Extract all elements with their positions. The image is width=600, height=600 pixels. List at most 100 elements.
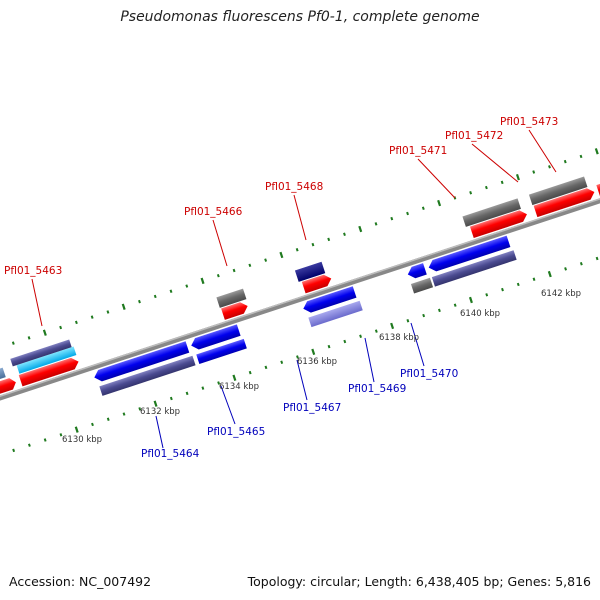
minor-tick [43, 438, 47, 442]
gene-label[interactable]: Pfl01_5468 [265, 181, 323, 193]
gene-box [462, 198, 521, 227]
minor-tick [579, 261, 583, 266]
gene-callout-line [471, 143, 519, 183]
cds-arrow [301, 274, 332, 294]
minor-tick [548, 165, 551, 169]
minor-tick [11, 341, 15, 345]
minor-tick [91, 422, 94, 427]
major-tick [279, 251, 284, 259]
gene-callout-line [212, 219, 228, 267]
major-tick [42, 329, 47, 336]
minor-tick [437, 308, 441, 313]
cds-arrow [94, 341, 190, 382]
gene-callout-line [155, 415, 164, 449]
minor-tick [564, 267, 567, 271]
major-tick [390, 322, 395, 330]
gene-callout-line [410, 322, 425, 367]
gene-label[interactable]: Pfl01_5470 [400, 368, 458, 380]
gene-box [294, 261, 326, 282]
gene-box [431, 250, 517, 287]
minor-tick [59, 433, 63, 437]
genome-backbone-highlight [0, 183, 600, 410]
gene-label[interactable]: Pfl01_5473 [500, 116, 558, 128]
minor-tick [138, 299, 141, 304]
gene-callout-line [220, 385, 236, 425]
cds-arrow [469, 210, 527, 239]
minor-tick [453, 303, 457, 307]
minor-tick [90, 315, 94, 319]
major-tick [594, 148, 599, 155]
cds-arrow [596, 181, 600, 197]
minor-tick [516, 282, 520, 287]
minor-tick [390, 216, 394, 221]
minor-tick [532, 170, 536, 174]
minor-tick [217, 381, 221, 385]
gene-label[interactable]: Pfl01_5465 [207, 426, 265, 438]
scale-label: 6142 kbp [541, 289, 581, 299]
scale-label: 6138 kbp [379, 333, 419, 343]
minor-tick [359, 334, 362, 339]
minor-tick [563, 159, 567, 164]
gene-box [196, 338, 247, 365]
minor-tick [579, 154, 583, 159]
cds-arrow [0, 378, 16, 404]
scale-label: 6136 kbp [297, 357, 337, 367]
accession-text: Accession: NC_007492 [9, 574, 152, 589]
genome-summary-text: Topology: circular; Length: 6,438,405 bp… [247, 574, 591, 589]
cds-arrow [18, 357, 79, 387]
scale-label: 6130 kbp [62, 435, 102, 445]
minor-tick [500, 180, 504, 185]
gene-label[interactable]: Pfl01_5466 [184, 206, 243, 218]
minor-tick [343, 232, 346, 236]
major-tick [74, 426, 79, 433]
minor-tick [169, 289, 173, 293]
major-tick [515, 173, 520, 181]
major-tick [311, 348, 316, 356]
scale-label: 6134 kbp [219, 382, 259, 392]
minor-tick [216, 273, 220, 278]
cds-arrow [191, 324, 241, 350]
map-title: Pseudomonas fluorescens Pf0-1, complete … [120, 9, 480, 25]
minor-tick [406, 211, 409, 216]
gene-label[interactable]: Pfl01_5463 [4, 265, 62, 277]
gene-label[interactable]: Pfl01_5472 [445, 130, 503, 142]
major-tick [232, 374, 237, 381]
minor-tick [485, 293, 489, 297]
minor-tick [374, 329, 378, 333]
minor-tick [374, 222, 378, 226]
minor-tick [106, 310, 110, 314]
gene-box [410, 277, 434, 294]
minor-tick [343, 339, 347, 344]
gene-label[interactable]: Pfl01_5471 [389, 145, 447, 157]
major-tick [200, 277, 205, 285]
upper-scale-ticks [11, 148, 599, 345]
major-tick [153, 400, 158, 407]
scale-label: 6140 kbp [460, 309, 500, 319]
lower-scale-ticks [12, 256, 599, 453]
cds-arrow [221, 302, 248, 320]
gene-box [16, 346, 77, 374]
scale-label: 6132 kbp [140, 407, 180, 417]
minor-tick [311, 242, 315, 247]
minor-tick [295, 248, 299, 252]
major-tick [358, 225, 363, 233]
gene-label[interactable]: Pfl01_5469 [348, 383, 406, 395]
gene-box [99, 355, 196, 396]
minor-tick [201, 386, 205, 390]
gene-callout-line [364, 337, 375, 383]
gene-label[interactable]: Pfl01_5464 [141, 448, 200, 460]
gene-callout-line [31, 278, 43, 327]
minor-tick [185, 391, 189, 396]
minor-tick [248, 370, 252, 375]
minor-tick [280, 360, 284, 364]
minor-tick [27, 336, 31, 340]
minor-tick [264, 365, 268, 370]
minor-tick [327, 237, 331, 242]
minor-tick [74, 320, 78, 325]
gene-box [308, 300, 363, 328]
minor-tick [169, 396, 173, 401]
gene-box [216, 288, 247, 308]
minor-tick [185, 284, 189, 288]
gene-label[interactable]: Pfl01_5467 [283, 402, 341, 414]
